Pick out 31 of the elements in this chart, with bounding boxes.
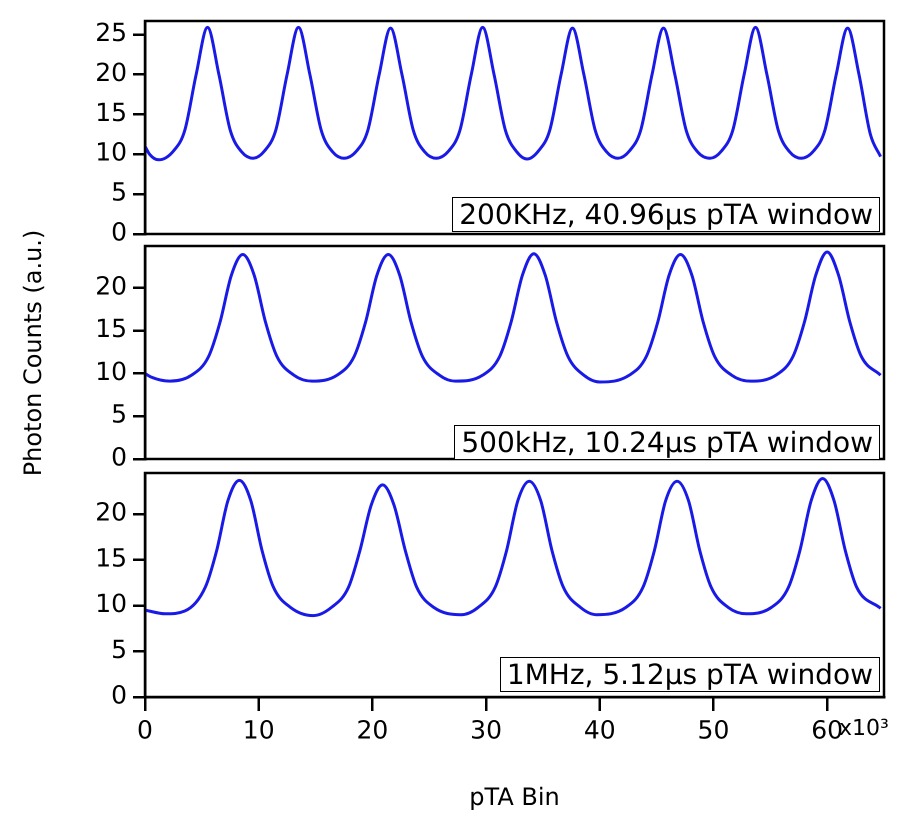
line-series — [145, 476, 882, 618]
x-tick-label: 10 — [242, 716, 275, 744]
annotation: 200KHz, 40.96μs pTA window — [452, 197, 880, 232]
y-tick-label: 0 — [111, 680, 127, 710]
y-tick-label: 25 — [95, 18, 127, 48]
y-tick-label: 20 — [95, 271, 127, 300]
y-tick-label: 20 — [95, 498, 127, 527]
y-tick-label: 5 — [111, 400, 127, 429]
x-tick-label: 0 — [137, 716, 153, 744]
annotation: 1MHz, 5.12μs pTA window — [500, 657, 880, 692]
y-tick-label: 0 — [111, 218, 127, 246]
x-tick-label: 20 — [356, 716, 388, 744]
x-tick-label: 40 — [584, 716, 616, 744]
text: x10³ — [839, 715, 889, 743]
y-tick-label: 5 — [111, 178, 127, 207]
y-tick-label: 0 — [111, 442, 127, 472]
y-axis-title: Photon Counts (a.u.) — [19, 229, 47, 476]
y-tick-label: 15 — [95, 98, 127, 127]
y-tick-label: 15 — [95, 543, 127, 572]
y-tick-label: 10 — [95, 589, 127, 618]
x-tick-label: 50 — [698, 716, 730, 744]
y-tick-label: 15 — [95, 314, 127, 344]
annotation: 500kHz, 10.24μs pTA window — [454, 425, 880, 460]
y-tick-label: 20 — [95, 58, 127, 87]
x-axis-title: pTA Bin — [469, 782, 560, 811]
y-tick-label: 5 — [111, 634, 127, 664]
y-tick-label: 10 — [95, 138, 127, 167]
y-tick-label: 10 — [95, 356, 127, 386]
line-series — [145, 26, 882, 162]
line-series — [145, 250, 882, 384]
x-tick-label: 30 — [470, 716, 502, 744]
